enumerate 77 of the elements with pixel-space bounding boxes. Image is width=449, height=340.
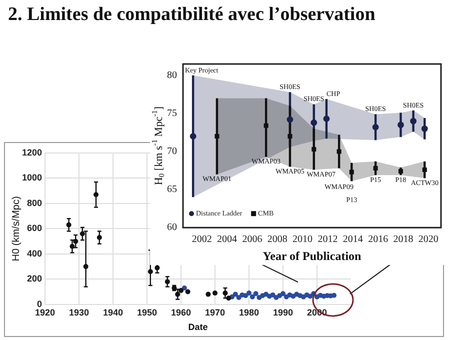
point [212,290,218,296]
x-tick-label: 1980 [238,307,260,318]
point [310,119,318,126]
point [422,168,427,172]
point [410,118,417,124]
x-tick-label: 2016 [368,234,388,246]
point [175,292,180,297]
y-tick-label: 400 [26,248,42,258]
x-tick-label: 1960 [170,307,192,318]
point [250,294,255,300]
chart-title: 2. Limites de compatibilité avec l’observation [8,4,376,26]
y-tick-label: 1200 [22,147,42,158]
x-tick-label: 2010 [292,234,313,246]
point [270,292,276,298]
y-tick-label: 600 [26,223,42,234]
point [214,134,220,139]
x-tick-label: 2002 [192,234,212,246]
point [66,222,72,228]
point [73,238,78,244]
point [206,292,211,297]
y-tick-label: 200 [26,274,42,284]
point [226,296,232,301]
point [323,116,330,122]
point [190,133,196,140]
point [83,264,88,270]
point [232,292,238,297]
x-tick-label: 2018 [393,234,414,246]
x-tick-label: 1940 [103,307,124,318]
point [80,231,85,236]
point [236,294,242,300]
y-tick-label: 75 [167,108,177,120]
x-tick-label: 1990 [272,307,294,318]
point [349,170,354,174]
point [286,116,294,123]
point [332,292,336,298]
point [373,166,378,171]
point [94,192,99,198]
x-tick-label: 1970 [204,307,226,318]
point [164,279,170,284]
x-tick-label: 2006 [242,234,262,246]
point [148,269,153,274]
point [253,291,258,296]
y-axis-title: H0 (km/s/Mpc) [10,196,22,262]
point [185,289,190,294]
point [154,265,160,270]
y-tick-label: 1000 [22,172,42,183]
point [178,288,184,294]
point [372,124,379,130]
point [70,244,75,249]
x-tick-label: 2012 [318,234,338,246]
x-tick-label: 1950 [137,307,158,318]
point [336,149,342,154]
point [96,235,102,240]
point [312,146,316,152]
point [182,286,187,290]
point [280,291,286,296]
point [243,293,248,298]
x-axis-title: Date [188,322,208,332]
x-axis-title: Year of Publication [262,248,362,263]
y-tick-label: 70 [167,146,177,158]
y-tick-label: 0 [37,298,42,309]
point [222,290,228,296]
y-tick-label: 800 [26,198,42,208]
x-tick-label: 2004 [217,234,238,246]
x-tick-label: 2020 [418,234,438,246]
x-tick-label: 1920 [35,307,56,318]
x-tick-label: 2014 [342,234,363,246]
point [421,125,428,132]
y-tick-label: 65 [167,184,177,196]
point [398,122,404,128]
point [288,134,292,139]
x-tick-label: 1930 [69,307,90,318]
point [246,290,252,296]
y-tick-label: 80 [167,70,177,82]
point [264,123,268,128]
y-tick-label: 60 [167,222,177,234]
x-tick-label: 2008 [267,234,288,246]
